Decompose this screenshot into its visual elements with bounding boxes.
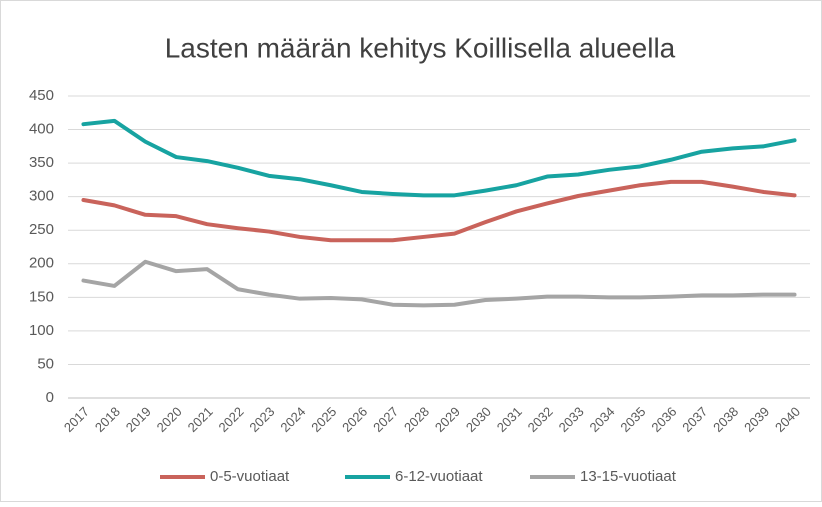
y-tick-label: 200 — [29, 255, 54, 272]
legend-label: 13-15-vuotiaat — [580, 468, 677, 485]
legend-label: 6-12-vuotiaat — [395, 468, 483, 485]
y-tick-label: 50 — [37, 355, 54, 372]
y-tick-label: 0 — [46, 389, 54, 406]
y-tick-label: 400 — [29, 121, 54, 138]
line-series — [81, 118, 797, 198]
line-series — [81, 259, 797, 308]
legend-label: 0-5-vuotiaat — [210, 468, 290, 485]
y-tick-label: 100 — [29, 322, 54, 339]
line-series — [81, 179, 797, 243]
y-tick-label: 150 — [29, 288, 54, 305]
y-tick-label: 350 — [29, 154, 54, 171]
y-tick-label: 450 — [29, 87, 54, 104]
y-tick-label: 250 — [29, 221, 54, 238]
chart-title: Lasten määrän kehitys Koillisella alueel… — [165, 32, 676, 63]
y-tick-label: 300 — [29, 188, 54, 205]
